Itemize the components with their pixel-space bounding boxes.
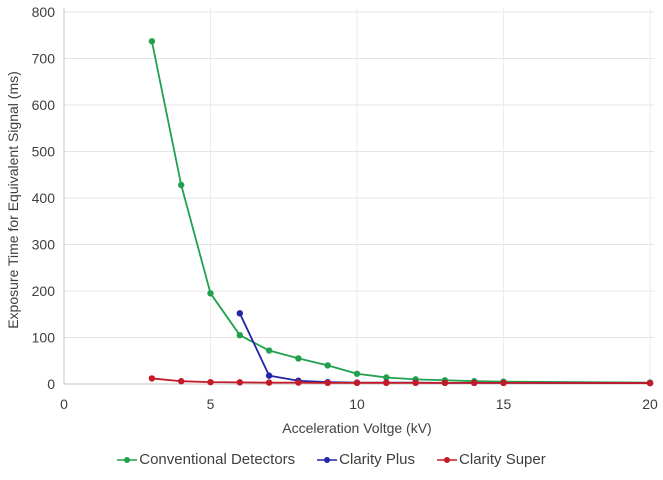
data-point-clarity-super [178, 378, 185, 385]
y-tick-label: 300 [32, 237, 56, 253]
y-tick-label: 400 [32, 190, 56, 206]
data-point-clarity-super [148, 375, 156, 382]
data-point-clarity-super [295, 379, 302, 386]
series-clarity-plus [236, 310, 654, 387]
data-point-clarity-super [324, 379, 331, 387]
data-point-conventional-detectors [148, 38, 156, 45]
series-line-clarity-plus [238, 312, 651, 384]
series-clarity-super [148, 375, 654, 387]
legend-item-conventional-detectors: Conventional Detectors [117, 451, 295, 468]
legend-item-clarity-plus: Clarity Plus [317, 451, 415, 468]
data-point-clarity-super [441, 379, 449, 387]
x-tick-label: 10 [349, 396, 365, 412]
y-tick-label: 600 [32, 97, 56, 113]
legend-label: Conventional Detectors [139, 451, 296, 468]
gridlines [64, 8, 654, 384]
y-axis-title: Exposure Time for Equivalent Signal (ms) [5, 71, 21, 329]
x-tick-label: 0 [60, 396, 68, 412]
axes [63, 8, 654, 385]
legend-line-marker-icon [437, 456, 458, 463]
series-conventional-detectors [148, 38, 654, 386]
y-tick-label: 500 [32, 144, 56, 160]
data-point-clarity-super [412, 379, 419, 387]
data-point-conventional-detectors [353, 370, 361, 377]
series-line-clarity-super [151, 377, 651, 384]
y-tick-label: 700 [32, 51, 56, 67]
x-tick-label: 20 [642, 396, 658, 412]
y-tick-label: 800 [32, 4, 56, 20]
data-point-clarity-super [383, 379, 390, 387]
chart-canvas: 0 100 200 300 400 500 600 700 800 0 5 10 15 20 [32, 4, 658, 412]
legend-item-clarity-super: Clarity Super [437, 451, 546, 468]
data-point-conventional-detectors [295, 355, 302, 362]
legend-label: Clarity Super [459, 451, 546, 468]
y-tick-label: 100 [32, 330, 56, 346]
data-point-clarity-plus [236, 310, 243, 317]
data-point-clarity-super [236, 379, 243, 386]
data-point-clarity-super [471, 379, 478, 387]
data-point-clarity-plus [265, 372, 273, 379]
data-point-clarity-super [265, 379, 273, 386]
data-point-clarity-super [646, 379, 654, 387]
legend-line-marker-icon [117, 456, 138, 463]
series-line-conventional-detectors [151, 41, 651, 384]
data-point-conventional-detectors [236, 331, 243, 339]
data-point-clarity-super [207, 378, 214, 386]
legend-label: Clarity Plus [339, 451, 416, 468]
tick-labels: 0 100 200 300 400 500 600 700 800 0 5 10 15 20 [32, 4, 658, 412]
data-point-conventional-detectors [383, 374, 390, 381]
data-point-clarity-super [500, 379, 507, 387]
x-tick-label: 15 [496, 396, 512, 412]
chart-legend: Conventional Detectors Clarity Plus Clar… [0, 451, 663, 468]
data-point-conventional-detectors [265, 347, 273, 354]
data-point-clarity-super [353, 379, 361, 387]
y-tick-label: 0 [47, 376, 55, 392]
data-point-conventional-detectors [324, 362, 331, 369]
data-point-conventional-detectors [207, 290, 214, 297]
x-axis-title: Acceleration Voltge (kV) [282, 420, 432, 436]
legend-line-marker-icon [317, 456, 338, 463]
data-point-conventional-detectors [178, 181, 185, 189]
x-tick-label: 5 [207, 396, 215, 412]
y-tick-label: 200 [32, 283, 56, 299]
